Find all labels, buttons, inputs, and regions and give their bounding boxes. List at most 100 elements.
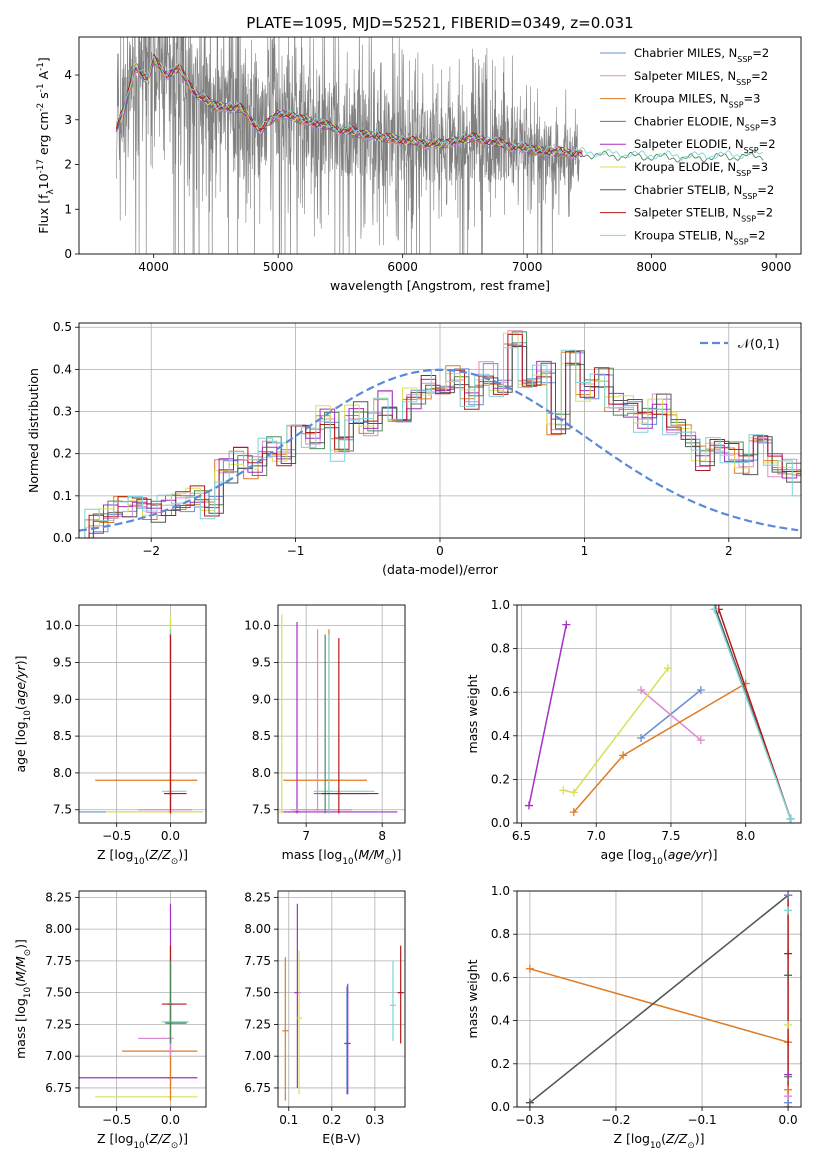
data-point (784, 1085, 793, 1094)
x-tick-label: −0.5 (102, 1113, 131, 1127)
y-tick-label: 0.2 (491, 772, 510, 786)
y-tick-label: 1.0 (491, 598, 510, 612)
legend-entry: Chabrier STELIB, NSSP​=2 (634, 183, 774, 201)
x-axis-label: wavelength [Angstrom, rest frame] (330, 278, 550, 293)
y-tick-label: 8.25 (244, 890, 271, 904)
legend-entry: Kroupa MILES, NSSP​=3 (634, 92, 760, 110)
y-tick-label: 7.75 (244, 954, 271, 968)
y-tick-label: 7.50 (244, 986, 271, 1000)
data-point (784, 1020, 793, 1029)
plot-area (278, 614, 398, 814)
panel-spectrum: 4000 5000 6000 7000 8000 9000 0 1 2 3 4 wavelength … (36, 36, 802, 293)
x-tick-label: −2 (142, 544, 160, 558)
y-axis-label: age [log10​(age/yr)] (13, 655, 33, 772)
x-tick-label: 0 (436, 544, 444, 558)
x-axis-label: age [log10​(age/yr)] (600, 847, 717, 867)
series-line (529, 894, 789, 1104)
legend-entry: Chabrier ELODIE, NSSP​=3 (634, 114, 777, 131)
y-tick-label: 8.00 (244, 922, 271, 936)
series-line (529, 968, 789, 1043)
panel-age-vs-Z: −0.5 0.0 7.5 8.0 8.5 9.0 9.5 10.0 Z [log10​(Z/Z⊙… (13, 604, 207, 867)
data-point (696, 686, 705, 695)
panel-weight-vs-Z: −0.3 −0.2 −0.1 0.0 0.0 0.2 0.4 0.6 0.8 1.0 Z [log1… (465, 884, 802, 1151)
y-tick-label: 0.0 (491, 816, 510, 830)
data-point (784, 906, 793, 915)
y-tick-label: 7.00 (45, 1049, 72, 1063)
y-tick-label: 0 (64, 247, 72, 261)
legend-entry: 𝒩(0,1) (738, 336, 780, 351)
y-tick-label: 0.5 (53, 320, 72, 334)
axes-frame (78, 890, 207, 1108)
legend-entry: Chabrier MILES, NSSP​=2 (634, 46, 769, 64)
data-point (559, 786, 568, 795)
x-axis-label: Z [log10​(Z/Z⊙​)] (613, 1131, 704, 1151)
y-tick-label: 7.75 (45, 954, 72, 968)
plot-area (79, 614, 203, 814)
y-tick-label: 7.50 (45, 986, 72, 1000)
x-tick-label: 9000 (761, 260, 792, 274)
y-tick-label: 1.0 (491, 884, 510, 898)
series-line (563, 667, 669, 794)
x-tick-label: 6000 (387, 260, 418, 274)
series-line (528, 624, 568, 806)
observed-spectrum (116, 37, 580, 254)
y-tick-label: 8.00 (45, 922, 72, 936)
data-point (637, 686, 646, 695)
data-point (786, 814, 795, 823)
histogram-7 (79, 333, 801, 538)
y-tick-label: 7.5 (53, 803, 72, 817)
x-tick-label: 7.0 (587, 829, 606, 843)
y-tick-label: 8.25 (45, 890, 72, 904)
normal-curve (79, 368, 799, 532)
data-point (784, 1070, 793, 1079)
y-tick-label: 9.0 (252, 692, 271, 706)
legend-entry: Salpeter MILES, NSSP​=2 (634, 69, 768, 87)
series-line (640, 689, 702, 739)
y-tick-label: 4 (64, 68, 72, 82)
x-tick-label: 0.0 (161, 829, 180, 843)
x-tick-label: 0.1 (279, 1113, 298, 1127)
plot-area (525, 891, 793, 1107)
y-tick-label: 0.8 (491, 642, 510, 656)
y-tick-label: 7.25 (244, 1017, 271, 1031)
x-tick-label: −0.3 (515, 1113, 544, 1127)
plot-area (524, 605, 795, 823)
y-tick-label: 0.4 (53, 362, 72, 376)
axes-frame (516, 604, 802, 824)
x-tick-label: 6.5 (512, 829, 531, 843)
panel-mass-vs-EBV: 0.1 0.2 0.3 6.75 7.00 7.25 7.50 7.75 8.00 8.25 E(B… (244, 890, 406, 1146)
axes-frame (277, 604, 406, 824)
axes-frame (78, 36, 802, 255)
y-tick-label: 7.5 (252, 803, 271, 817)
y-tick-label: 7.00 (244, 1049, 271, 1063)
data-point (562, 620, 571, 629)
model-spectrum-8 (115, 55, 764, 161)
y-tick-label: 9.5 (53, 655, 72, 669)
y-tick-label: 8.5 (53, 729, 72, 743)
x-tick-label: 0.0 (779, 1113, 798, 1127)
y-tick-label: 0.8 (491, 927, 510, 941)
x-axis-label: E(B-V) (322, 1131, 361, 1146)
y-tick-label: 8.0 (53, 766, 72, 780)
y-axis-label: Flux [fλ​10-17​ erg cm-2​ s-1​ A-1​] (36, 57, 56, 234)
y-tick-label: 0.4 (491, 1014, 510, 1028)
histogram-0 (79, 342, 801, 538)
data-point (784, 971, 793, 980)
histogram-6 (79, 346, 801, 538)
x-tick-label: 8.0 (736, 829, 755, 843)
legend-entry: Salpeter ELODIE, NSSP​=2 (634, 137, 776, 155)
data-point (696, 736, 705, 745)
y-tick-label: 0.4 (491, 729, 510, 743)
y-tick-label: 6.75 (45, 1081, 72, 1095)
x-tick-label: −0.2 (601, 1113, 630, 1127)
panel-mass-vs-Z: −0.5 0.0 6.75 7.00 7.25 7.50 7.75 8.00 8.25 Z [lo… (13, 890, 207, 1151)
data-point (525, 964, 534, 973)
panel-residual-histogram: −2 −1 0 1 2 0.0 0.1 0.2 0.3 0.4 0.5 (data-model)/er… (26, 320, 802, 577)
plot-area (282, 903, 404, 1101)
y-tick-label: 6.75 (244, 1081, 271, 1095)
x-tick-label: 7000 (512, 260, 543, 274)
y-tick-label: 8.0 (252, 766, 271, 780)
data-point (637, 733, 646, 742)
y-tick-label: 9.5 (252, 655, 271, 669)
panel-age-vs-mass: 7 8 7.5 8.0 8.5 9.0 9.5 10.0 mass [log10​(M/M⊙​)… (244, 604, 406, 867)
